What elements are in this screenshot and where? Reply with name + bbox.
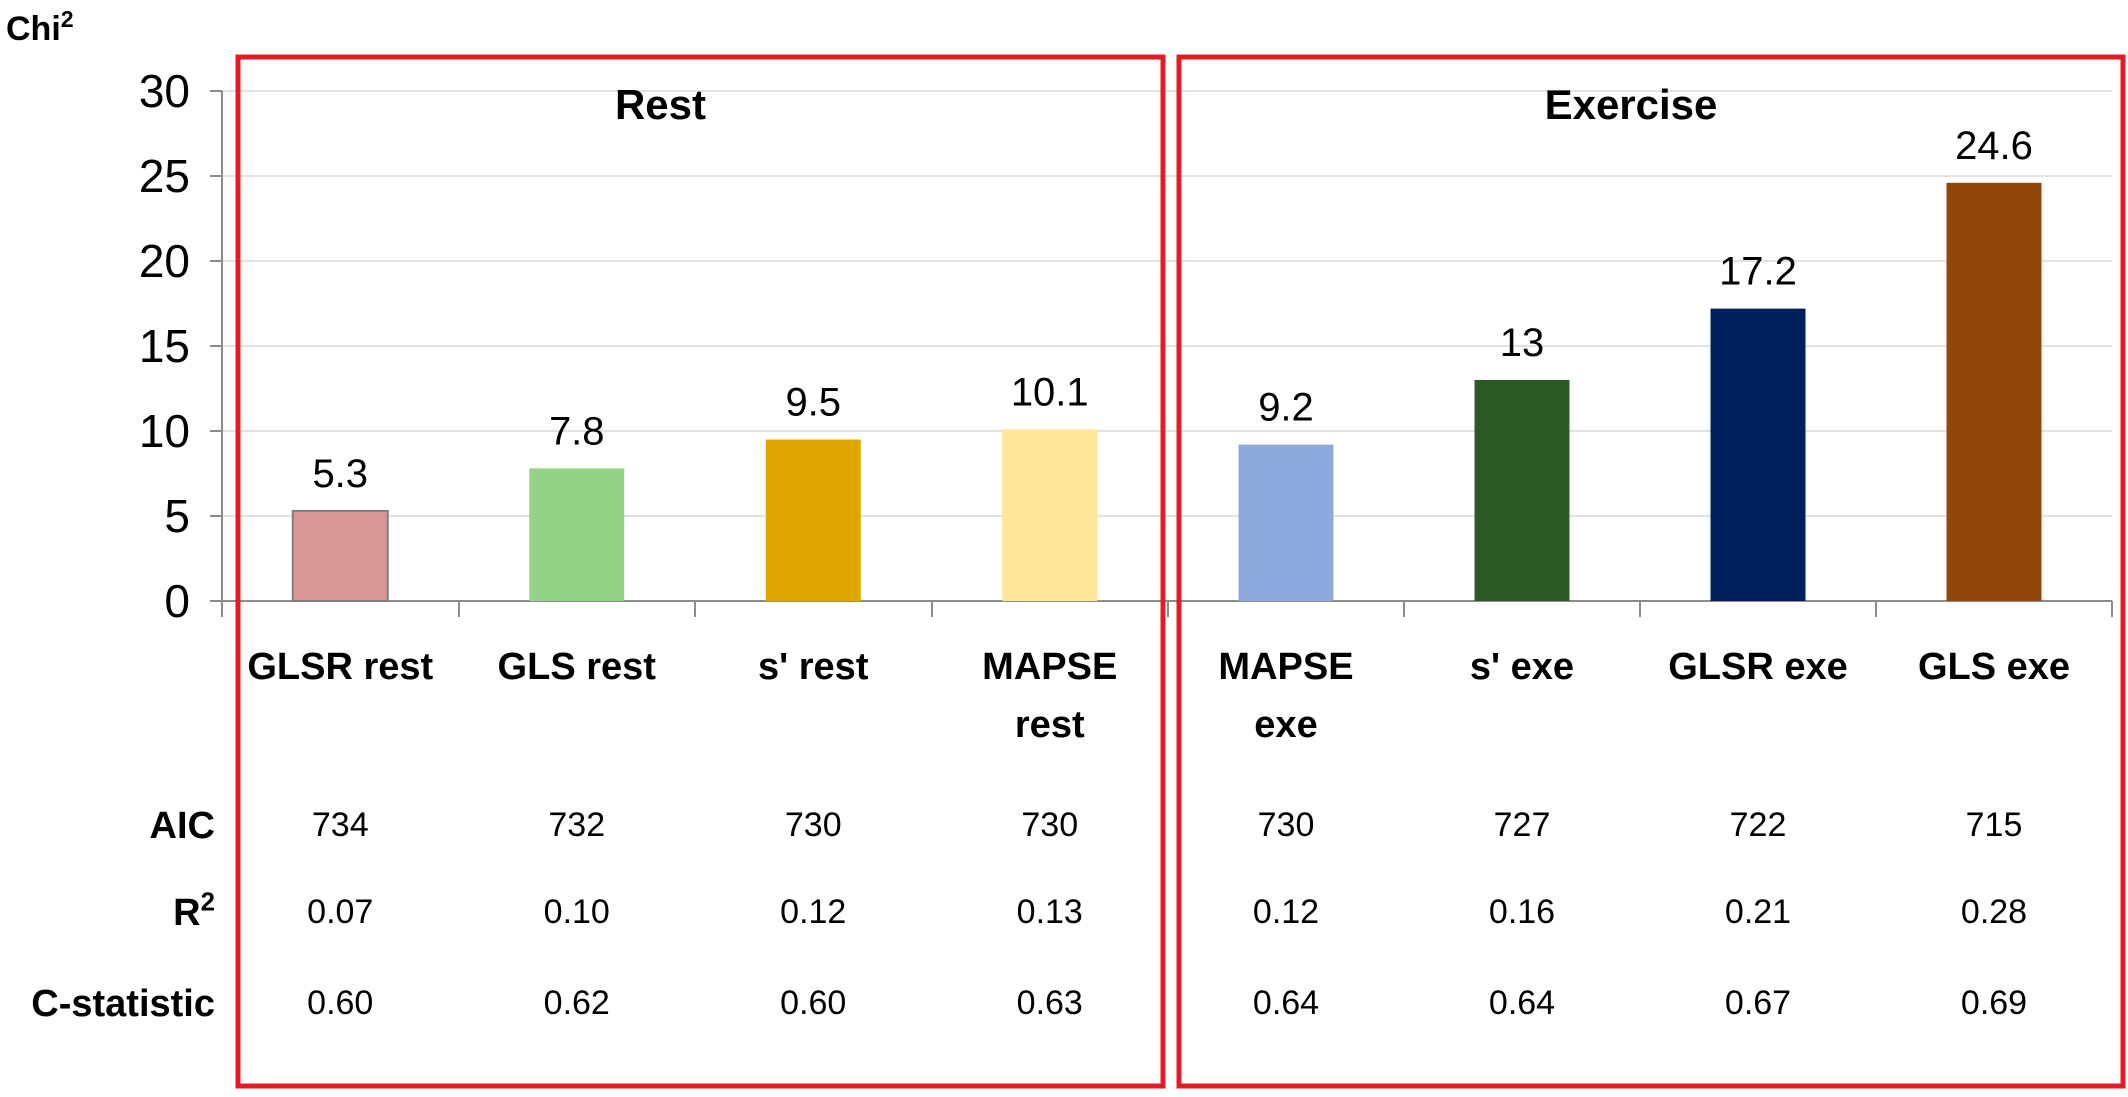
table-cell: 0.10 [544,893,610,931]
y-tick-label: 5 [164,490,190,542]
table-cell: 734 [312,806,369,844]
table-cell: 0.60 [780,984,846,1022]
table-cell: 0.07 [307,893,373,931]
table-cell: 715 [1966,806,2023,844]
bar [1238,444,1334,601]
bar [1946,182,2042,602]
bar-value-label: 13 [1500,321,1545,365]
table-cell: 0.64 [1489,984,1555,1022]
table-cell: 0.16 [1489,893,1555,931]
category-label: s' rest [758,646,869,688]
bar-value-label: 5.3 [312,452,368,496]
table-cell: 0.21 [1725,893,1791,931]
bar-value-label: 9.5 [785,381,841,425]
table-cell: 0.12 [1253,893,1319,931]
category-label: GLSR exe [1668,646,1848,688]
table-cell: 0.12 [780,893,846,931]
table-cell: 732 [548,806,605,844]
table-cell: 0.67 [1725,984,1791,1022]
bar [291,509,389,602]
y-axis-title: Chi2 [6,6,74,48]
bar [1002,429,1098,601]
table-cell: 0.62 [544,984,610,1022]
bar [529,468,625,601]
table-cell: 730 [785,806,842,844]
group-box [1176,54,2126,1089]
y-tick-label: 20 [139,235,190,287]
table-cell: 0.69 [1961,984,2027,1022]
group-title: Rest [615,81,706,128]
bar-value-label: 10.1 [1011,370,1089,414]
table-cell: 0.28 [1961,893,2027,931]
table-row-label: AIC [150,805,215,847]
bar-value-label: 7.8 [549,409,605,453]
y-tick-label: 25 [139,150,190,202]
category-label: MAPSE [982,646,1117,688]
category-label: MAPSE [1218,646,1353,688]
category-label: s' exe [1470,646,1574,688]
category-label: GLS rest [498,646,657,688]
group-box [235,54,1166,1089]
bar [1474,380,1570,601]
table-cell: 730 [1021,806,1078,844]
table-cell: 727 [1494,806,1551,844]
table-cell: 730 [1258,806,1315,844]
category-label: GLSR rest [247,646,433,688]
table-cell: 0.63 [1017,984,1083,1022]
y-tick-label: 10 [139,405,190,457]
table-cell: 0.13 [1017,893,1083,931]
y-tick-label: 15 [139,320,190,372]
bar [1710,308,1806,601]
table-row-label: R2 [173,889,215,934]
y-tick-label: 30 [139,65,190,117]
y-tick-label: 0 [164,575,190,627]
bar-value-label: 9.2 [1258,386,1314,430]
table-cell: 0.64 [1253,984,1319,1022]
bar-value-label: 17.2 [1719,250,1797,294]
group-title: Exercise [1545,81,1718,128]
table-cell: 722 [1730,806,1787,844]
bar [765,439,861,601]
table-row-label: C-statistic [31,983,215,1025]
category-label: rest [1015,704,1085,746]
bar-value-label: 24.6 [1955,124,2033,168]
category-label: exe [1254,704,1317,746]
table-cell: 0.60 [307,984,373,1022]
category-label: GLS exe [1918,646,2070,688]
